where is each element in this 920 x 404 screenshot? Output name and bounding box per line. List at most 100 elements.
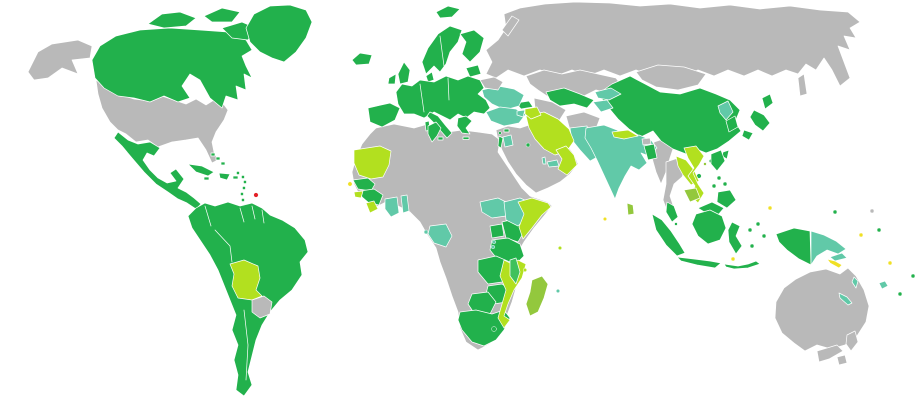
region-sicily (437, 136, 444, 141)
region-micronesia (832, 209, 838, 215)
region-jordan (502, 134, 514, 148)
region-tonga (897, 291, 903, 297)
region-ukraine (481, 85, 525, 111)
region-philippines (711, 183, 717, 189)
region-mauritius (555, 288, 561, 294)
region-philippines (722, 181, 728, 187)
region-moluccas (761, 233, 767, 239)
region-kyrgyzstan (594, 87, 622, 101)
region-japan (741, 93, 774, 141)
layer-gray-overlay (251, 64, 707, 319)
region-guinea (359, 188, 384, 206)
region-madagascar (525, 275, 549, 317)
region-oman (555, 145, 578, 176)
region-south-korea (725, 115, 739, 133)
region-mozambique (497, 259, 527, 329)
region-bolivia (229, 259, 263, 301)
layer-yellow-green (525, 162, 707, 317)
region-malaysia-peninsula (665, 201, 679, 223)
region-lesser-antilles (243, 180, 247, 184)
region-armenia (516, 109, 526, 118)
region-singapore (674, 222, 678, 226)
region-vietnam (683, 145, 705, 204)
region-united-kingdom (397, 61, 411, 85)
region-russia (485, 1, 861, 87)
region-lesser-antilles (241, 198, 245, 202)
region-greenland (245, 4, 313, 63)
layer-gray-base (27, 1, 875, 366)
region-ghana (384, 196, 400, 218)
region-mauritania (353, 145, 392, 180)
region-moluccas (749, 243, 755, 249)
region-new-britain (829, 252, 848, 262)
region-kuwait (525, 142, 531, 148)
region-finland (459, 29, 485, 63)
region-azerbaijan (524, 106, 542, 120)
layer-lime (229, 106, 705, 329)
region-philippines (716, 189, 737, 209)
region-hispaniola (218, 172, 231, 181)
region-palau (767, 205, 773, 211)
region-united-states (95, 79, 229, 164)
region-lesser-antilles (240, 192, 244, 196)
region-cyprus (503, 128, 510, 133)
region-tuvalu (887, 260, 893, 266)
region-iceland (351, 52, 373, 66)
region-moluccas (755, 221, 761, 227)
region-lesser-sunda (723, 260, 761, 270)
region-lesser-antilles (241, 175, 245, 179)
region-alaska (27, 39, 93, 81)
region-qatar (541, 156, 547, 165)
region-italy (426, 111, 453, 139)
region-malawi (509, 257, 521, 285)
region-greece (456, 115, 473, 135)
region-lesser-antilles (242, 186, 246, 190)
region-turkey (485, 106, 527, 127)
region-canada (91, 27, 253, 109)
region-tajikistan (592, 99, 614, 113)
region-uganda (489, 223, 505, 239)
layer-medium-green (509, 257, 521, 285)
region-new-guinea-west (775, 227, 812, 266)
region-novaya-zemlya (501, 15, 520, 37)
region-sumatra (651, 213, 686, 257)
region-timor-leste (730, 256, 736, 262)
region-marshall-islands (869, 208, 875, 214)
region-mexico-central-america (113, 131, 202, 210)
region-north-korea (717, 100, 734, 121)
region-sao-tome (423, 229, 429, 235)
region-mongolia (635, 64, 707, 91)
region-sri-lanka (626, 202, 635, 216)
region-solomon-islands (826, 258, 843, 269)
region-europe-mainland (395, 75, 491, 121)
region-somalia (517, 197, 552, 240)
region-bangladesh (643, 143, 658, 161)
region-java (676, 256, 722, 269)
region-lesotho (491, 326, 497, 332)
layer-internal-borders (204, 35, 450, 381)
region-uzbekistan (545, 87, 595, 109)
region-barbados (253, 192, 259, 198)
region-south-africa (457, 309, 511, 347)
region-borneo (691, 209, 727, 245)
layer-teal (384, 85, 889, 306)
region-bahamas (210, 152, 226, 166)
region-svalbard (435, 5, 461, 19)
region-denmark (425, 71, 435, 83)
region-iberia (367, 102, 401, 128)
region-puerto-rico (232, 175, 239, 180)
region-nepal (611, 129, 639, 140)
region-fiji (878, 280, 889, 290)
region-cape-verde (347, 181, 353, 187)
region-sakhalin (797, 73, 808, 97)
region-sierra-leone (365, 200, 379, 214)
layer-yellow (347, 181, 893, 269)
region-cuba (187, 163, 215, 177)
region-sulawesi (727, 221, 743, 255)
region-nauru (858, 232, 864, 238)
border-lines-south-america (204, 205, 265, 381)
region-rwanda (491, 239, 497, 245)
region-cambodia (683, 187, 701, 203)
